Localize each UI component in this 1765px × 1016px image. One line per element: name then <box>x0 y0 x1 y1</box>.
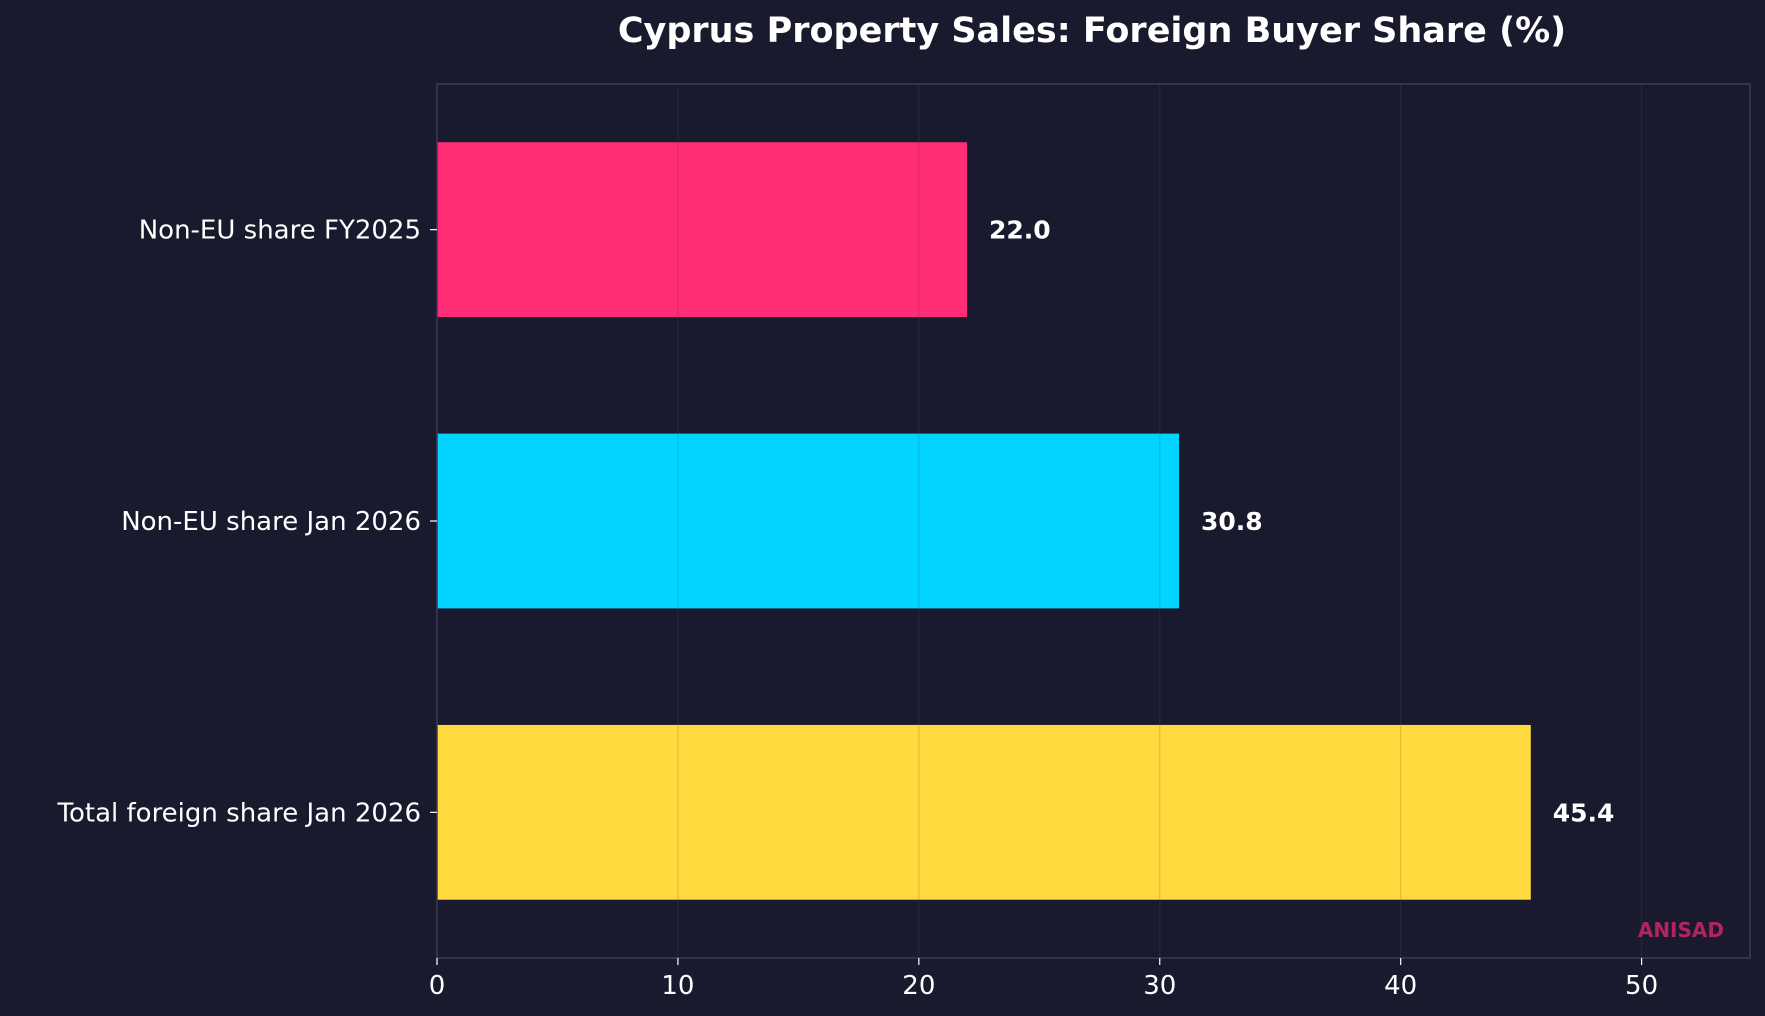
category-label-2: Total foreign share Jan 2026 <box>57 798 421 828</box>
bar-1 <box>437 433 1180 609</box>
x-tick-label-5: 50 <box>1625 971 1658 1001</box>
axis-layer <box>430 229 1643 965</box>
value-label-0: 22.0 <box>989 216 1051 245</box>
x-tick-label-2: 20 <box>902 971 935 1001</box>
bar-0 <box>437 142 968 318</box>
bar-layer <box>437 142 1531 900</box>
x-tick-label-0: 0 <box>429 971 446 1001</box>
chart-title: Cyprus Property Sales: Foreign Buyer Sha… <box>618 11 1566 51</box>
x-tick-label-1: 10 <box>661 971 694 1001</box>
value-label-2: 45.4 <box>1553 798 1615 827</box>
category-label-0: Non-EU share FY2025 <box>139 216 421 246</box>
category-label-1: Non-EU share Jan 2026 <box>121 507 421 537</box>
x-tick-label-4: 40 <box>1384 971 1417 1001</box>
gridline-overlay <box>677 84 1643 958</box>
x-tick-label-3: 30 <box>1143 971 1176 1001</box>
label-layer: 22.0 Non-EU share FY2025 30.8 Non-EU share … <box>57 216 1659 1001</box>
bar-2 <box>437 724 1531 900</box>
value-label-1: 30.8 <box>1201 507 1263 536</box>
watermark: ANISAD <box>1638 918 1724 942</box>
